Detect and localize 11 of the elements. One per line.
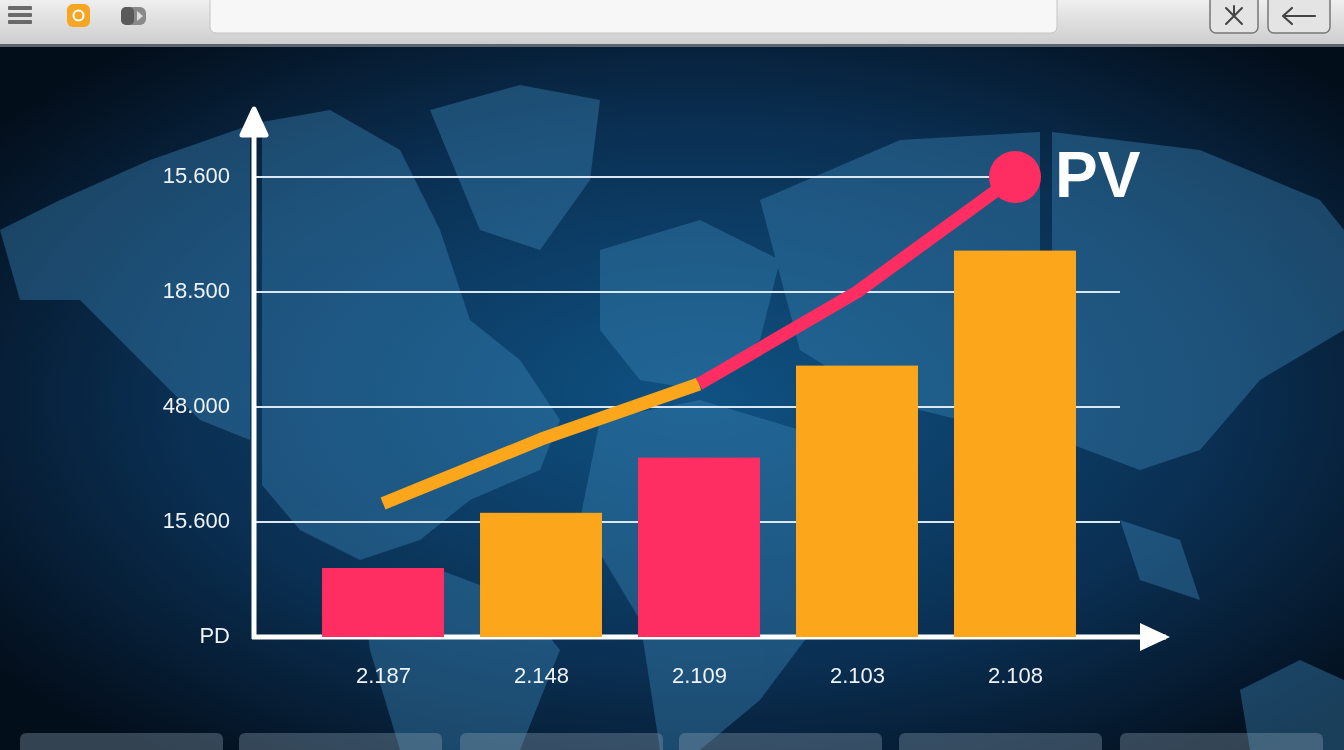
x-tick-label: 2.187: [355, 662, 412, 688]
text: 15.600: [162, 162, 230, 188]
text: 18.500: [162, 277, 230, 303]
x-tick-label: 2.103: [829, 662, 886, 688]
text: 48.000: [162, 392, 230, 418]
x-tick-label: 2.148: [513, 662, 570, 688]
text: 15.600: [162, 507, 230, 533]
x-tick-label: 2.109: [671, 662, 728, 688]
x-tick-label: 2.108: [987, 662, 1044, 688]
text: PD: [199, 622, 230, 648]
series-label: PV: [1055, 138, 1141, 211]
